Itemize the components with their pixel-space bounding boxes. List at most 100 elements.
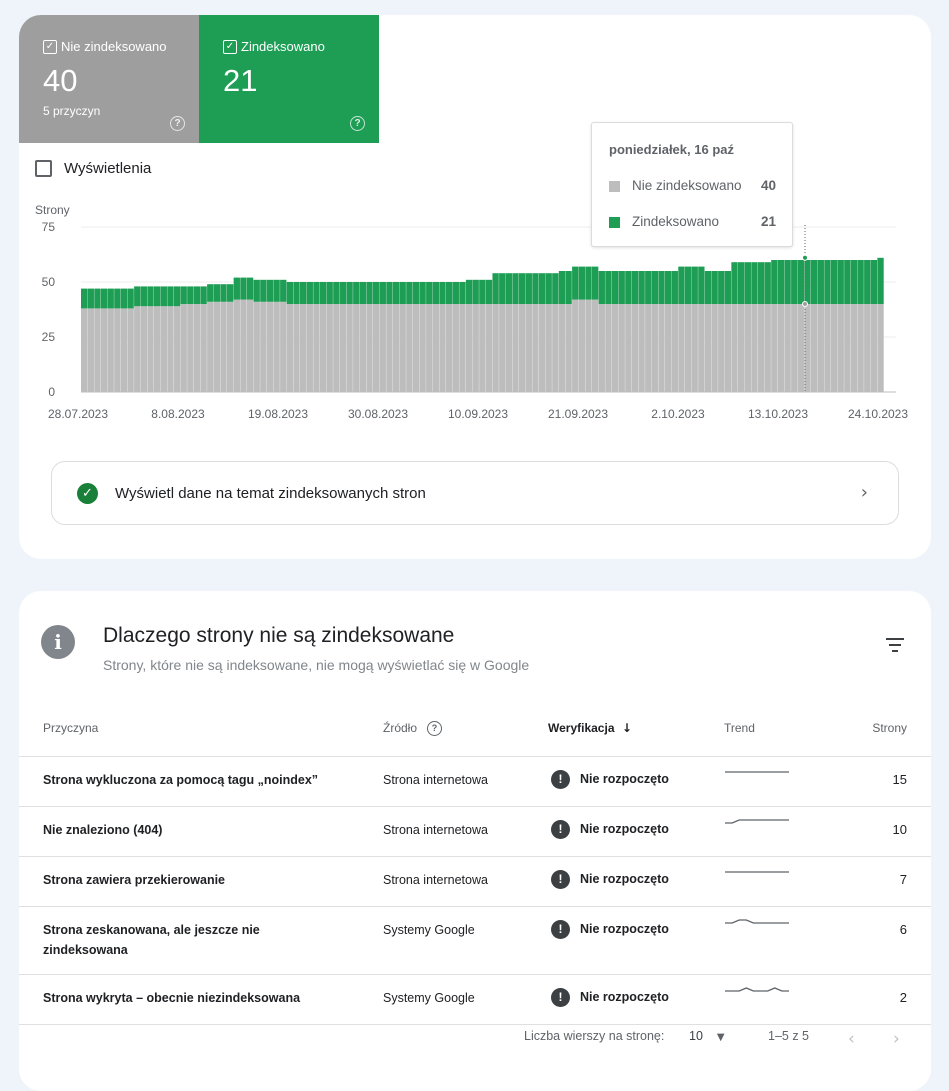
bar-indexed <box>631 271 639 304</box>
bar-indexed <box>864 260 871 304</box>
bar-not-indexed <box>386 304 393 392</box>
tooltip-row-not-indexed: Nie zindeksowano 40 <box>609 178 776 194</box>
bar-indexed <box>94 288 101 309</box>
help-icon[interactable]: ? <box>170 116 185 131</box>
bar-not-indexed <box>313 304 320 392</box>
verification-status: Nie rozpoczęto <box>580 772 669 786</box>
bar-not-indexed <box>426 304 433 392</box>
verification-cell: ! Nie rozpoczęto <box>551 919 669 940</box>
bar-not-indexed <box>154 306 161 392</box>
dropdown-arrow-icon: ▼ <box>716 1032 725 1043</box>
bar-indexed <box>605 271 612 304</box>
bar-indexed <box>319 282 327 304</box>
bar-indexed <box>738 262 745 304</box>
bar-not-indexed <box>625 304 632 392</box>
rows-per-page-select[interactable]: 10 ▼ <box>689 1029 725 1043</box>
bar-not-indexed <box>392 304 400 392</box>
bar-indexed <box>764 262 771 304</box>
table-row[interactable]: Strona wykluczona za pomocą tagu „noinde… <box>19 756 931 807</box>
source-cell: Strona internetowa <box>383 873 488 887</box>
bar-indexed <box>253 279 260 302</box>
bar-indexed <box>100 288 108 309</box>
bar-not-indexed <box>465 304 473 392</box>
bar-not-indexed <box>306 304 313 392</box>
bar-indexed <box>844 260 851 304</box>
bar-indexed <box>485 279 493 304</box>
bar-indexed <box>538 273 546 304</box>
not-indexed-count: 40 <box>43 63 78 98</box>
indexed-count: 21 <box>223 63 258 98</box>
bar-indexed <box>797 260 805 304</box>
bar-not-indexed <box>160 306 167 392</box>
bar-indexed <box>771 260 778 304</box>
verification-cell: ! Nie rozpoczęto <box>551 769 669 790</box>
bar-not-indexed <box>379 304 386 392</box>
view-indexed-pages-button[interactable]: ✓ Wyświetl dane na temat zindeksowanych … <box>51 461 899 525</box>
bar-not-indexed <box>565 304 572 392</box>
not-indexed-label: Nie zindeksowano <box>61 39 167 54</box>
bar-indexed <box>857 260 864 304</box>
source-cell: Strona internetowa <box>383 823 488 837</box>
bar-indexed <box>811 260 818 304</box>
bar-not-indexed <box>499 304 506 392</box>
bar-indexed <box>651 271 659 304</box>
bar-not-indexed <box>505 304 513 392</box>
checkbox-icon[interactable]: ✓ <box>223 40 237 54</box>
bar-indexed <box>611 271 619 304</box>
bar-indexed <box>731 262 738 304</box>
indexing-chart[interactable]: Strony 0 25 50 75 28.07.2023 8.08.2023 19.08.20… <box>19 195 931 435</box>
rows-per-page-label: Liczba wierszy na stronę: <box>524 1029 665 1043</box>
column-header-reason[interactable]: Przyczyna <box>43 721 99 735</box>
bar-indexed <box>691 266 698 304</box>
indexed-tile[interactable]: ✓ Zindeksowano 21 ? <box>199 15 379 143</box>
arrow-down-icon: ↓ <box>621 721 632 735</box>
bar-not-indexed <box>704 304 712 392</box>
table-row[interactable]: Nie znaleziono (404) Strona internetowa! N… <box>19 806 931 857</box>
bar-indexed <box>220 284 227 302</box>
bar-not-indexed <box>472 304 479 392</box>
bar-indexed <box>200 286 207 304</box>
bar-indexed <box>439 282 446 304</box>
bar-not-indexed <box>439 304 446 392</box>
bar-indexed <box>280 279 287 302</box>
bar-not-indexed <box>512 304 519 392</box>
bar-not-indexed <box>864 304 871 392</box>
views-checkbox[interactable] <box>35 160 52 177</box>
bar-not-indexed <box>114 308 121 392</box>
bar-indexed <box>180 286 187 304</box>
not-indexed-reasons-card: i Dlaczego strony nie są zindeksowane St… <box>19 591 931 1091</box>
help-icon[interactable]: ? <box>350 116 365 131</box>
bar-indexed <box>240 277 247 300</box>
bar-not-indexed <box>280 301 287 392</box>
x-tick-label: 19.08.2023 <box>248 407 308 421</box>
bar-indexed <box>187 286 194 304</box>
bar-indexed <box>671 271 678 304</box>
bar-not-indexed <box>724 304 732 392</box>
previous-page-icon[interactable]: ‹ <box>848 1029 855 1049</box>
table-row[interactable]: Strona wykryta – obecnie niezindeksowana… <box>19 974 931 1025</box>
bar-not-indexed <box>791 304 798 392</box>
source-cell: Systemy Google <box>383 923 475 937</box>
bar-not-indexed <box>538 304 546 392</box>
bar-indexed <box>120 288 128 309</box>
filter-icon[interactable] <box>886 638 904 652</box>
bar-indexed <box>134 286 141 307</box>
help-icon[interactable]: ? <box>427 721 443 737</box>
not-indexed-reasons: 5 przyczyn <box>43 104 101 118</box>
bar-not-indexed <box>399 304 406 392</box>
next-page-icon[interactable]: › <box>893 1029 900 1049</box>
bar-indexed <box>173 286 181 307</box>
checkbox-icon[interactable]: ✓ <box>43 40 57 54</box>
reason-cell: Nie znaleziono (404) <box>43 823 163 837</box>
bar-indexed <box>625 271 632 304</box>
column-header-pages[interactable]: Strony <box>872 721 907 735</box>
trend-line <box>725 987 789 992</box>
column-header-source[interactable]: Źródło? <box>383 721 443 737</box>
table-row[interactable]: Strona zeskanowana, ale jeszcze nie zind… <box>19 906 931 975</box>
not-indexed-tile[interactable]: ✓ Nie zindeksowano 40 5 przyczyn ? <box>19 15 199 143</box>
table-row[interactable]: Strona zawiera przekierowanie Strona inte… <box>19 856 931 907</box>
bar-not-indexed <box>877 304 884 392</box>
bar-indexed <box>558 271 566 304</box>
column-header-verification[interactable]: Weryfikacja ↓ <box>548 721 632 735</box>
bar-not-indexed <box>578 299 586 392</box>
